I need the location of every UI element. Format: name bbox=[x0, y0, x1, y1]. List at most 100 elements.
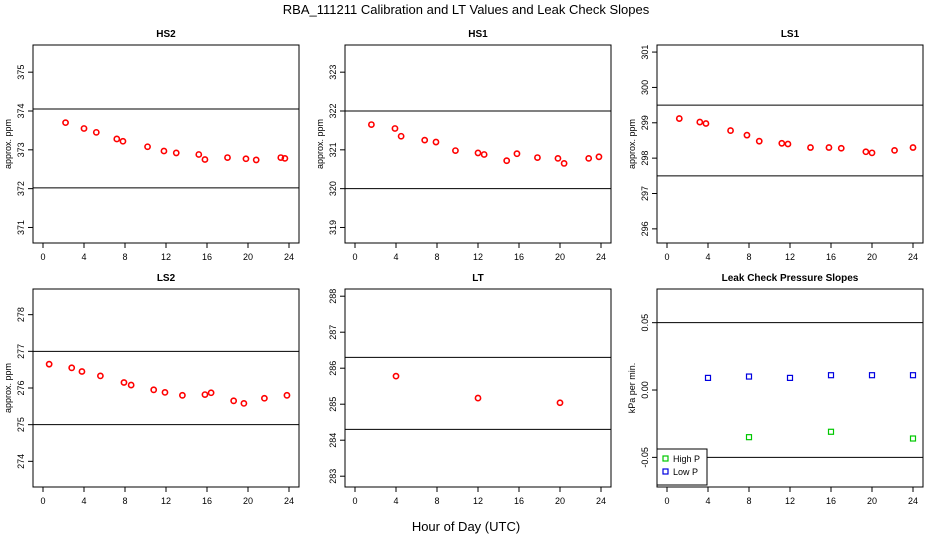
data-point bbox=[80, 125, 88, 132]
y-tick-label: 0.05 bbox=[640, 314, 650, 332]
data-point bbox=[45, 360, 53, 368]
y-tick-label: 274 bbox=[16, 454, 26, 469]
x-tick-label: 0 bbox=[40, 252, 45, 262]
data-point bbox=[127, 381, 135, 389]
data-point bbox=[827, 372, 835, 379]
x-tick-label: 24 bbox=[596, 496, 606, 506]
data-point bbox=[367, 121, 375, 128]
data-point bbox=[230, 397, 238, 405]
y-axis-label: approx. ppm bbox=[3, 119, 13, 169]
data-point bbox=[113, 135, 121, 143]
x-tick-label: 4 bbox=[705, 496, 710, 506]
chart-panel-6: Leak Check Pressure Slopes 0 4 8 12 16 20 24 -0.… bbox=[627, 273, 924, 506]
x-tick-label: 20 bbox=[867, 252, 877, 262]
y-tick-label: 374 bbox=[16, 103, 26, 118]
data-point bbox=[391, 125, 399, 132]
data-point bbox=[554, 154, 562, 162]
y-tick-label: 319 bbox=[328, 220, 338, 235]
y-tick-label: 371 bbox=[16, 220, 26, 235]
y-axis-label: approx. ppm bbox=[3, 363, 13, 413]
data-point bbox=[201, 156, 209, 163]
x-tick-label: 8 bbox=[746, 496, 751, 506]
data-point bbox=[745, 434, 753, 441]
data-point bbox=[696, 118, 704, 126]
y-tick-label: 277 bbox=[16, 344, 26, 359]
x-tick-label: 20 bbox=[867, 496, 877, 506]
chart-title: LS1 bbox=[781, 29, 800, 40]
data-point bbox=[825, 144, 833, 151]
y-tick-label: 372 bbox=[16, 181, 26, 196]
x-tick-label: 0 bbox=[352, 252, 357, 262]
data-point bbox=[172, 149, 180, 157]
y-tick-label: 299 bbox=[640, 115, 650, 130]
data-point bbox=[240, 399, 248, 407]
data-point bbox=[585, 154, 593, 162]
y-tick-label: 321 bbox=[328, 142, 338, 157]
x-tick-label: 4 bbox=[393, 252, 398, 262]
legend-label: High P bbox=[673, 454, 700, 464]
y-tick-label: 283 bbox=[328, 469, 338, 484]
data-point bbox=[727, 127, 734, 134]
data-point bbox=[702, 120, 710, 127]
data-point bbox=[862, 148, 870, 156]
data-point bbox=[743, 131, 751, 139]
x-tick-label: 24 bbox=[284, 496, 294, 506]
chart-title: LS2 bbox=[157, 273, 176, 284]
data-point bbox=[556, 399, 564, 407]
x-tick-label: 8 bbox=[122, 252, 127, 262]
x-tick-label: 12 bbox=[161, 252, 171, 262]
y-tick-label: 300 bbox=[640, 80, 650, 95]
data-point bbox=[178, 391, 186, 399]
legend-marker bbox=[662, 455, 669, 462]
x-tick-label: 8 bbox=[434, 496, 439, 506]
chart-panel-2: HS1 0 4 8 12 16 20 24 319 320 321 322 323 approx. ppm bbox=[315, 29, 612, 262]
data-point bbox=[452, 147, 459, 154]
y-tick-label: 286 bbox=[328, 361, 338, 376]
y-tick-label: 373 bbox=[16, 142, 26, 157]
x-tick-label: 8 bbox=[746, 252, 751, 262]
chart-panel-5: LT 0 4 8 12 16 20 24 283 284 285 286 287 288 bbox=[328, 273, 612, 506]
data-point bbox=[868, 372, 876, 379]
y-tick-label: 298 bbox=[640, 151, 650, 166]
data-point bbox=[837, 144, 845, 152]
y-tick-label: 323 bbox=[328, 65, 338, 80]
y-tick-label: -0.05 bbox=[640, 447, 650, 468]
x-tick-label: 24 bbox=[908, 496, 918, 506]
x-tick-label: 4 bbox=[393, 496, 398, 506]
data-point bbox=[480, 151, 488, 158]
data-point bbox=[252, 156, 260, 164]
y-tick-label: 288 bbox=[328, 289, 338, 304]
y-axis-label: kPa per min. bbox=[627, 363, 637, 414]
y-tick-label: 275 bbox=[16, 417, 26, 432]
data-point bbox=[207, 389, 215, 397]
x-tick-label: 24 bbox=[596, 252, 606, 262]
chart-title: HS2 bbox=[156, 29, 176, 40]
data-point bbox=[595, 153, 603, 161]
y-tick-label: 301 bbox=[640, 45, 650, 60]
data-point bbox=[68, 364, 76, 372]
chart-panel-3: LS1 0 4 8 12 16 20 24 296 297 298 299 300 301 approx. … bbox=[627, 29, 924, 262]
x-tick-label: 12 bbox=[785, 496, 795, 506]
y-axis-label: approx. ppm bbox=[315, 119, 325, 169]
data-point bbox=[909, 435, 917, 442]
x-tick-label: 16 bbox=[202, 496, 212, 506]
data-point bbox=[161, 388, 169, 396]
data-point bbox=[503, 157, 511, 165]
x-tick-label: 0 bbox=[352, 496, 357, 506]
figure-title: RBA_111211 Calibration and LT Values and… bbox=[283, 2, 650, 17]
data-point bbox=[397, 132, 405, 140]
chart-title: LT bbox=[472, 273, 483, 284]
data-point bbox=[242, 155, 250, 163]
data-point bbox=[827, 428, 835, 435]
data-point bbox=[474, 394, 482, 402]
data-point bbox=[784, 140, 792, 148]
data-point bbox=[62, 119, 69, 127]
data-point bbox=[195, 151, 203, 158]
data-point bbox=[78, 368, 86, 375]
data-point bbox=[704, 374, 712, 381]
x-tick-label: 8 bbox=[434, 252, 439, 262]
data-point bbox=[909, 372, 917, 379]
legend-marker bbox=[662, 468, 669, 475]
data-point bbox=[224, 154, 231, 161]
